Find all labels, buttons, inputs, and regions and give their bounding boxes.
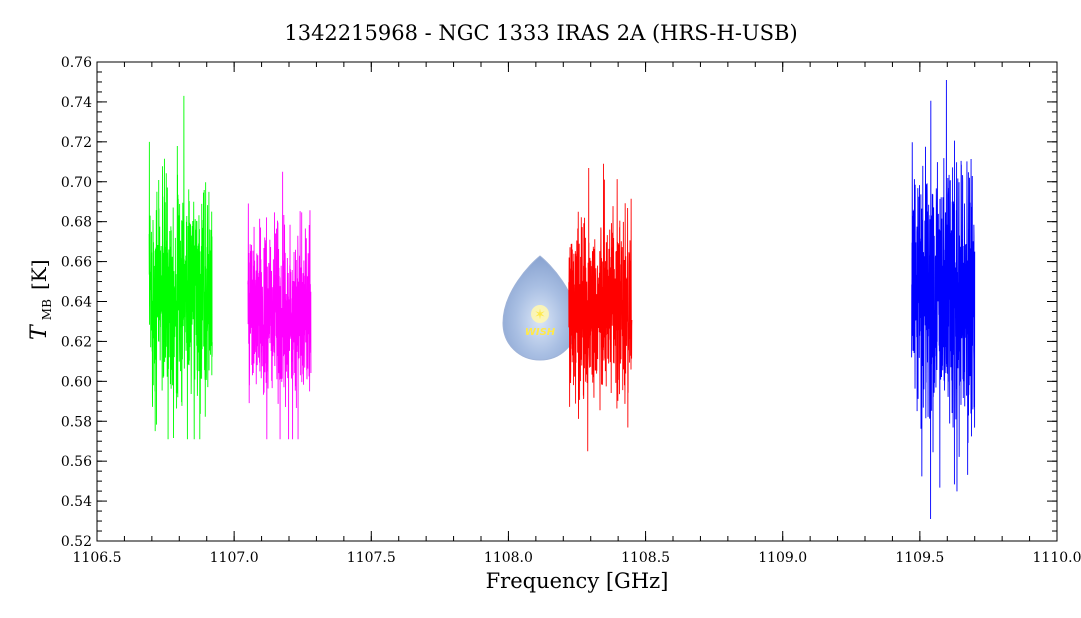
series-layer (148, 79, 976, 520)
x-axis-label: Frequency [GHz] (486, 569, 669, 593)
y-tick-label: 0.52 (61, 534, 92, 550)
ticks-layer: 1106.5 1107.0 1107.5 1108.0 1108.5 1109.0 1109… (61, 55, 1081, 566)
chart-title: 1342215968 - NGC 1333 IRAS 2A (HRS-H-USB… (284, 21, 797, 45)
x-tick-label: 1107.5 (347, 550, 396, 566)
y-tick-label: 0.70 (61, 175, 92, 191)
x-tick-label: 1108.5 (621, 550, 670, 566)
y-tick-label: 0.68 (61, 215, 92, 231)
y-tick-label: 0.60 (61, 374, 92, 390)
spectrum-series-2 (247, 171, 312, 440)
y-axis-subscript: MB (40, 299, 54, 320)
y-tick-label: 0.64 (61, 295, 92, 311)
y-tick-label: 0.72 (61, 135, 92, 151)
spectrum-series-1 (148, 95, 213, 440)
y-tick-label: 0.54 (61, 494, 92, 510)
svg-text:✶: ✶ (534, 307, 546, 323)
x-tick-label: 1109.5 (895, 550, 944, 566)
y-axis-symbol: T (27, 323, 52, 340)
spectrum-series-3 (568, 163, 633, 452)
wish-logo: ✶ WISH (502, 255, 578, 361)
spectrum-series-4 (911, 79, 976, 520)
wish-logo-text: WISH (525, 327, 556, 338)
y-axis-label: T MB [K] (27, 259, 55, 340)
x-tick-label: 1109.0 (758, 550, 807, 566)
y-tick-label: 0.58 (61, 414, 92, 430)
x-tick-label: 1108.0 (484, 550, 533, 566)
y-axis-unit: [K] (27, 259, 51, 290)
y-tick-label: 0.74 (61, 95, 92, 111)
y-tick-label: 0.76 (61, 55, 92, 71)
y-tick-label: 0.66 (61, 255, 92, 271)
y-tick-label: 0.56 (61, 454, 92, 470)
x-tick-label: 1106.5 (73, 550, 122, 566)
y-tick-label: 0.62 (61, 334, 92, 350)
x-tick-label: 1110.0 (1033, 550, 1081, 566)
x-tick-label: 1107.0 (210, 550, 259, 566)
